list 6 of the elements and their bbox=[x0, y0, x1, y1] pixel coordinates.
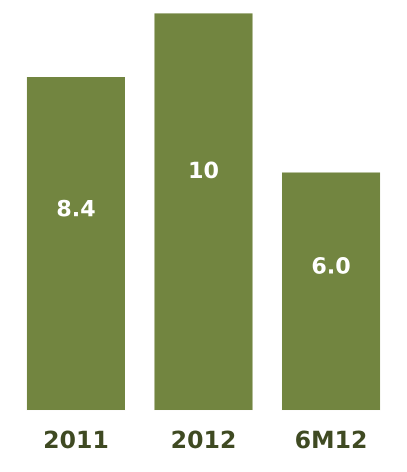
x-tick-label: 2012 bbox=[172, 430, 234, 448]
x-tick-label: 2011 bbox=[44, 430, 108, 448]
data-label: 8.4 bbox=[58, 200, 95, 217]
data-label: 10 bbox=[190, 162, 218, 178]
x-tick-label: 6M12 bbox=[296, 430, 366, 448]
data-label: 6.0 bbox=[312, 257, 350, 274]
